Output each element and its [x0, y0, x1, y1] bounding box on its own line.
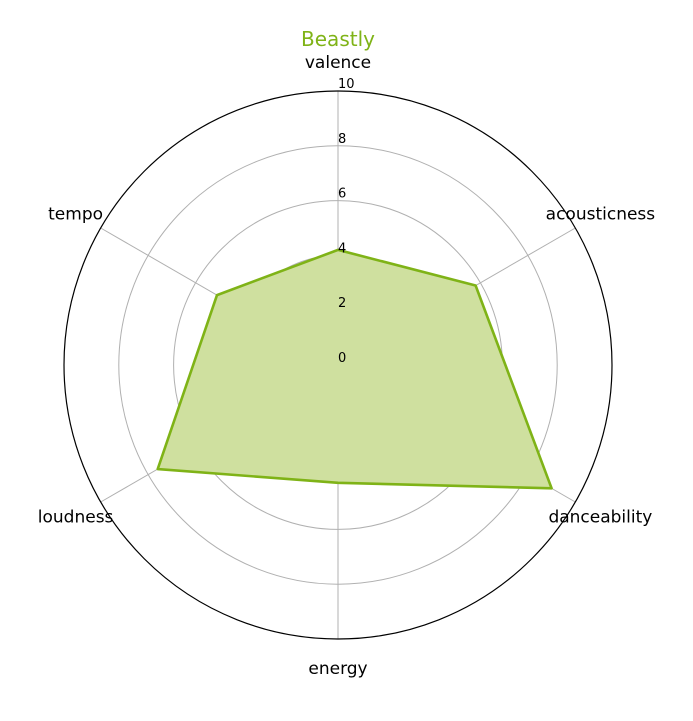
tick-label-10: 10 [338, 77, 355, 92]
axis-label-valence: valence [305, 53, 371, 73]
data-layer [156, 248, 553, 490]
outer-frame [63, 90, 613, 640]
axis-label-acousticness: acousticness [546, 205, 656, 225]
tick-label-4: 4 [338, 241, 346, 256]
tick-label-6: 6 [338, 187, 346, 202]
tick-label-2: 2 [338, 296, 346, 311]
axis-label-tempo: tempo [48, 205, 103, 225]
axis-label-energy: energy [308, 659, 367, 679]
tick-label-8: 8 [338, 132, 346, 147]
series-area-0 [156, 248, 553, 490]
tick-label-0: 0 [338, 351, 346, 366]
chart-title: Beastly [301, 27, 375, 51]
tick-layer: 0 2 4 6 8 10 [338, 77, 355, 366]
axis-label-layer: valence acousticness danceability energy lou… [38, 53, 656, 679]
axis-label-danceability: danceability [548, 508, 652, 528]
axis-label-loudness: loudness [38, 508, 114, 528]
